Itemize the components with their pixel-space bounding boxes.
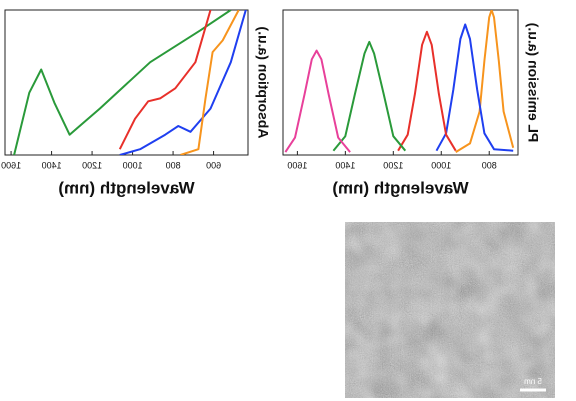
x-tick-label: 1200 bbox=[383, 160, 403, 170]
x-axis-label: Wavelength (nm) bbox=[58, 178, 194, 197]
curve bbox=[118, 10, 212, 150]
tem-image: 5 nm bbox=[345, 222, 555, 398]
curve bbox=[284, 49, 351, 153]
x-axis-label: Wavelength (nm) bbox=[332, 178, 468, 197]
x-tick-label: 1400 bbox=[335, 160, 355, 170]
curve bbox=[435, 23, 514, 152]
x-tick-label: 1400 bbox=[42, 160, 62, 170]
curve bbox=[455, 10, 515, 153]
curve bbox=[13, 10, 232, 155]
scale-bar-label: 5 nm bbox=[524, 377, 542, 386]
x-tick-label: 1600 bbox=[287, 160, 307, 170]
curve bbox=[119, 10, 247, 155]
x-tick-label: 1000 bbox=[431, 160, 451, 170]
x-tick-label: 1200 bbox=[82, 160, 102, 170]
plot-frame bbox=[282, 9, 519, 156]
y-axis-label: PL emission (a.u.) bbox=[525, 23, 541, 143]
x-tick-label: 800 bbox=[166, 160, 181, 170]
curve bbox=[180, 10, 240, 155]
y-axis-label: Absorption (a.u.) bbox=[255, 27, 271, 139]
x-tick-label: 1600 bbox=[1, 160, 21, 170]
curve bbox=[397, 30, 457, 152]
tem-micrograph bbox=[345, 222, 555, 398]
x-tick-label: 1000 bbox=[123, 160, 143, 170]
x-tick-label: 600 bbox=[206, 160, 221, 170]
x-tick-label: 800 bbox=[482, 160, 497, 170]
plot-frame bbox=[4, 9, 249, 156]
curve bbox=[332, 40, 407, 152]
